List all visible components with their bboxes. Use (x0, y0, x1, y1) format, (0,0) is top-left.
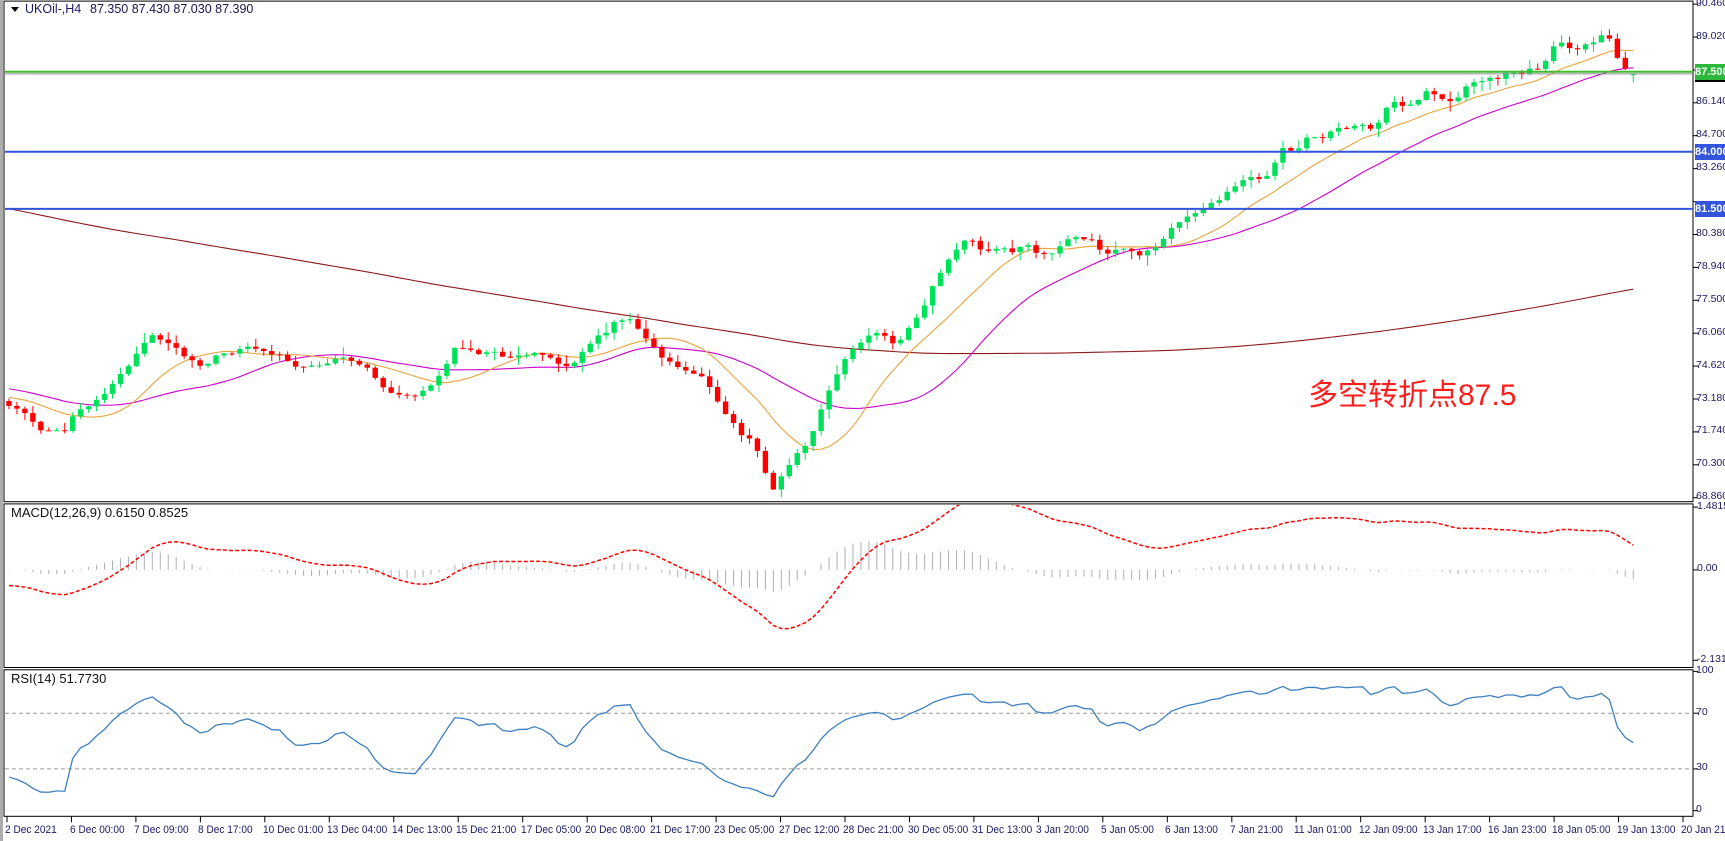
svg-text:MACD(12,26,9) 0.6150 0.8525: MACD(12,26,9) 0.6150 0.8525 (11, 505, 188, 520)
svg-text:多空转折点87.5: 多空转折点87.5 (1308, 379, 1516, 412)
svg-text:RSI(14) 51.7730: RSI(14) 51.7730 (11, 671, 106, 686)
svg-text:UKOil-,H4: UKOil-,H4 (25, 2, 81, 16)
svg-text:87.350 87.430 87.030 87.390: 87.350 87.430 87.030 87.390 (90, 2, 253, 16)
